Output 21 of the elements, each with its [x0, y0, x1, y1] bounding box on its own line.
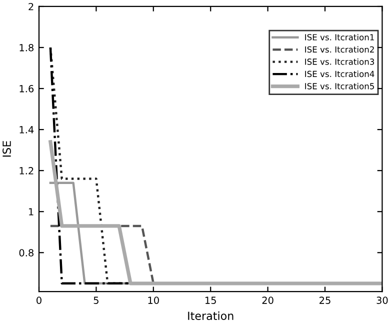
- x-tick-label: 30: [376, 296, 388, 304]
- legend-label: ISE vs. Itcration2: [305, 46, 374, 53]
- x-axis-title: Iteration: [188, 311, 234, 320]
- legend-label: ISE vs. Itcration3: [305, 58, 374, 65]
- y-tick-label: 1.4: [20, 126, 34, 134]
- legend-label: ISE vs. Itcration1: [305, 34, 374, 40]
- x-tick-label: 25: [320, 296, 330, 304]
- y-axis-title: ISE: [2, 141, 11, 157]
- x-tick-label: 0: [36, 296, 42, 304]
- x-tick-label: 10: [148, 296, 159, 304]
- legend-label: ISE vs. Itcration5: [305, 82, 374, 90]
- y-tick-label: 2: [28, 2, 34, 10]
- y-tick-label: 1.2: [20, 167, 34, 174]
- x-tick-label: 5: [94, 296, 98, 304]
- y-tick-label: 1.8: [20, 44, 34, 52]
- legend-label: ISE vs. Itcration4: [305, 70, 374, 78]
- x-tick-label: 15: [205, 296, 216, 304]
- y-tick-label: 0.8: [19, 249, 34, 256]
- y-tick-label: 1: [29, 208, 34, 216]
- y-tick-label: 1.6: [20, 85, 34, 92]
- x-tick-label: 20: [262, 296, 274, 304]
